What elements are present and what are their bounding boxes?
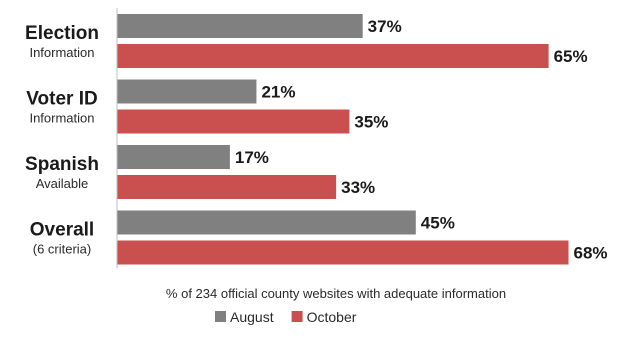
bar-october	[117, 175, 337, 199]
category-label-sub: Information	[29, 45, 94, 60]
bar-october	[117, 109, 350, 134]
x-axis-label: % of 234 official county websites with a…	[166, 286, 506, 301]
data-label: 21%	[261, 83, 295, 102]
category-label-sub: Available	[36, 176, 89, 191]
category-label-main: Voter ID	[26, 89, 97, 110]
bar-august	[117, 14, 363, 38]
bar-october	[117, 240, 569, 265]
bars	[117, 14, 569, 265]
category-label-main: Spanish	[25, 154, 99, 175]
value-labels: 37% 65% 21% 35% 17% 33% 45% 68%	[235, 17, 608, 263]
legend-label-october: October	[307, 309, 357, 325]
data-label: 33%	[341, 178, 375, 197]
bar-october	[117, 44, 549, 68]
category-label-sub: (6 criteria)	[33, 242, 92, 257]
data-label: 17%	[235, 148, 269, 167]
data-label: 45%	[421, 214, 455, 233]
bar-august	[117, 79, 257, 104]
data-label: 35%	[354, 113, 388, 132]
data-label: 37%	[368, 17, 402, 36]
category-label-main: Election	[25, 23, 99, 44]
bar-august	[117, 210, 416, 235]
legend-label-august: August	[230, 309, 274, 325]
legend-swatch-august	[215, 311, 226, 322]
data-label: 68%	[574, 244, 608, 263]
data-label: 65%	[554, 47, 588, 66]
category-label-sub: Information	[29, 111, 94, 126]
legend-swatch-october	[291, 311, 303, 322]
legend: August October	[215, 309, 357, 325]
bar-august	[117, 145, 230, 169]
category-label-main: Overall	[30, 220, 94, 241]
